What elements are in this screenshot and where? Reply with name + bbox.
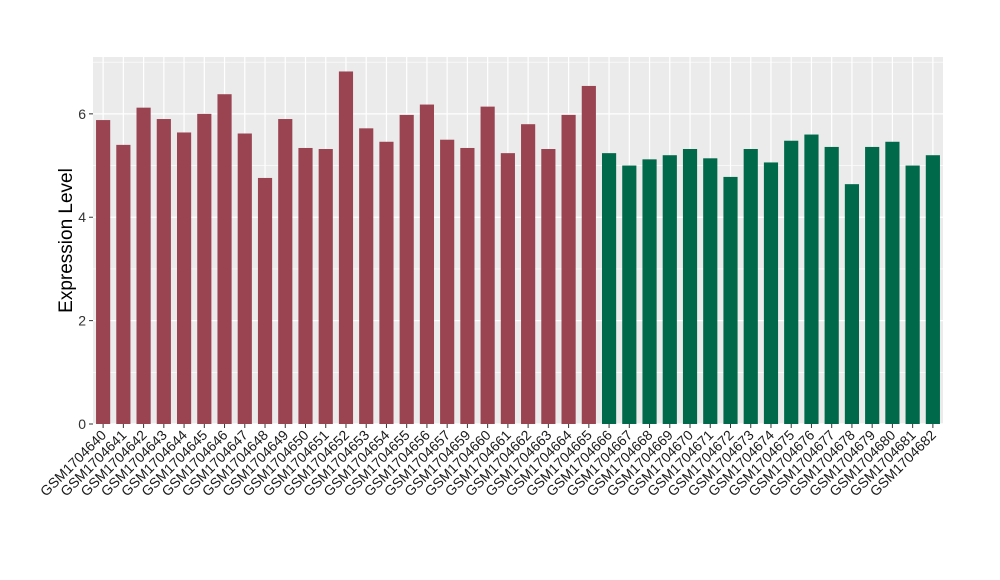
- bar-GSM1704666: [601, 153, 617, 424]
- bar-GSM1704643: [156, 119, 171, 424]
- y-axis: 0 2 4 6: [78, 106, 93, 432]
- bar-GSM1704670: [682, 149, 698, 424]
- bar-GSM1704671: [703, 158, 718, 424]
- y-tick-label: 6: [78, 106, 86, 122]
- bar-GSM1704645: [197, 113, 212, 424]
- bar-GSM1704677: [824, 146, 839, 424]
- bar-GSM1704653: [359, 128, 374, 424]
- bar-GSM1704675: [784, 140, 799, 424]
- bar-GSM1704660: [480, 106, 495, 425]
- bars: [96, 71, 940, 425]
- bar-GSM1704640: [96, 120, 111, 424]
- bar-GSM1704667: [622, 165, 637, 424]
- bar-GSM1704648: [257, 177, 273, 424]
- bar-GSM1704672: [723, 176, 738, 424]
- y-tick-label: 2: [78, 313, 86, 329]
- bar-GSM1704661: [500, 153, 515, 424]
- bar-GSM1704642: [136, 107, 151, 424]
- bar-GSM1704649: [278, 119, 293, 424]
- bar-GSM1704682: [925, 155, 940, 424]
- bar-GSM1704651: [318, 149, 333, 424]
- bar-GSM1704644: [176, 132, 192, 425]
- bar-GSM1704654: [379, 141, 394, 424]
- y-tick-label: 0: [78, 416, 86, 432]
- bar-GSM1704662: [521, 124, 536, 425]
- bar-GSM1704656: [419, 104, 435, 424]
- bar-GSM1704681: [905, 165, 920, 424]
- bar-GSM1704680: [885, 141, 900, 424]
- bar-GSM1704657: [440, 139, 455, 424]
- bar-GSM1704678: [844, 184, 860, 424]
- y-axis-title: Expression Level: [56, 168, 77, 313]
- bar-GSM1704655: [399, 114, 414, 425]
- bar-GSM1704647: [237, 133, 252, 424]
- bar-GSM1704673: [743, 149, 758, 424]
- bar-GSM1704650: [298, 147, 313, 424]
- bar-GSM1704663: [541, 149, 556, 424]
- plot-panel: [93, 57, 943, 424]
- bar-GSM1704652: [338, 71, 354, 424]
- bar-GSM1704674: [763, 162, 779, 425]
- x-axis: GSM1704640GSM1704641GSM1704642GSM1704643…: [37, 424, 939, 499]
- bar-GSM1704668: [642, 159, 657, 424]
- bar-GSM1704646: [217, 94, 232, 424]
- bar-GSM1704664: [561, 114, 576, 425]
- bar-GSM1704641: [116, 144, 131, 425]
- bar-GSM1704676: [804, 134, 819, 424]
- bar-GSM1704665: [581, 85, 596, 425]
- bar-GSM1704679: [865, 146, 880, 424]
- bar-GSM1704669: [662, 155, 677, 424]
- bar-GSM1704659: [460, 147, 475, 424]
- y-tick-label: 4: [78, 209, 86, 225]
